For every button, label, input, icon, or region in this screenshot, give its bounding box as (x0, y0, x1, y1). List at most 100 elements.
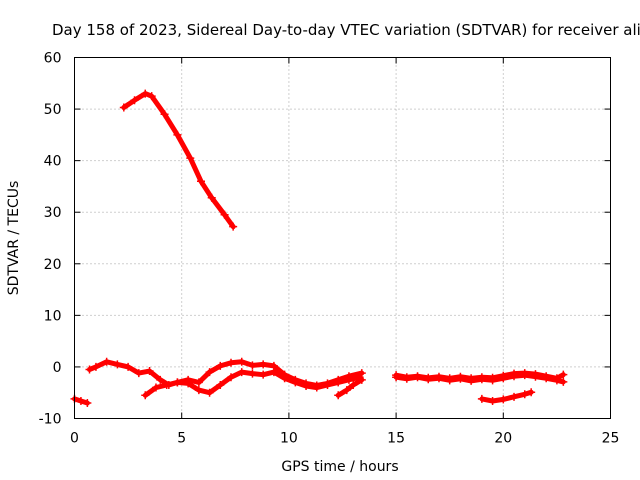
plot-frame (74, 57, 611, 419)
data-point (527, 388, 536, 397)
data-point (76, 396, 85, 405)
data-point (334, 378, 343, 387)
data-point (186, 154, 195, 163)
grid (74, 57, 611, 419)
data-point (141, 391, 150, 400)
x-axis-label: GPS time / hours (281, 459, 398, 475)
data-point (291, 378, 300, 387)
data-point (237, 368, 246, 377)
data-point (220, 210, 229, 219)
x-tick-label: 20 (494, 431, 512, 447)
data-point (559, 377, 568, 386)
data-point (216, 361, 225, 370)
data-point (229, 222, 238, 231)
data-point (259, 360, 268, 369)
x-tick-label: 15 (387, 431, 405, 447)
data-point (357, 375, 366, 384)
data-point (151, 383, 160, 392)
data-point (248, 361, 257, 370)
data-point (510, 392, 519, 401)
y-tick-label: 40 (44, 154, 62, 170)
data-point (531, 370, 540, 379)
data-point (402, 373, 411, 382)
data-point (124, 362, 133, 371)
data-point (194, 378, 203, 387)
data-point (205, 368, 214, 377)
data-point (477, 394, 486, 403)
data-point (145, 367, 154, 376)
data-point (113, 360, 122, 369)
data-point (205, 388, 214, 397)
x-tick-label: 25 (602, 431, 620, 447)
data-point (334, 391, 343, 400)
data-point (85, 365, 94, 374)
data-point (413, 372, 422, 381)
data-point (323, 380, 332, 389)
data-point (248, 369, 257, 378)
data-point (194, 386, 203, 395)
data-point (147, 92, 156, 101)
data-point (424, 373, 433, 382)
data-point (227, 373, 236, 382)
data-point (173, 378, 182, 387)
data-point (156, 375, 165, 384)
data-point (467, 374, 476, 383)
data-point (488, 396, 497, 405)
data-point (207, 193, 216, 202)
data-point (392, 371, 401, 380)
data-point (141, 89, 150, 98)
y-axis-label: SDTVAR / TECUs (6, 181, 22, 296)
data-point (552, 374, 561, 383)
data-point (499, 371, 508, 380)
data-point (510, 369, 519, 378)
data-point (357, 369, 366, 378)
y-tick-label: 50 (44, 102, 62, 118)
data-point (342, 386, 351, 395)
data-point (184, 379, 193, 388)
data-point (312, 383, 321, 392)
data-point (349, 380, 358, 389)
data-point (227, 358, 236, 367)
x-tick-labels: 0 5 10 15 20 25 (70, 431, 619, 447)
y-tick-label: 10 (44, 308, 62, 324)
data-point (160, 110, 169, 119)
data-point (520, 390, 529, 399)
tick-marks (74, 57, 611, 419)
y-tick-label: 60 (44, 51, 62, 67)
data-point (196, 177, 205, 186)
data-point (269, 368, 278, 377)
data-point (91, 362, 100, 371)
data-point (445, 374, 454, 383)
data-point (259, 370, 268, 379)
data-point (344, 375, 353, 384)
data-point (162, 380, 171, 389)
y-tick-label: 0 (53, 360, 62, 376)
data-point (216, 380, 225, 389)
x-tick-label: 0 (70, 431, 79, 447)
y-tick-label: 30 (44, 205, 62, 221)
data-point (477, 373, 486, 382)
data-point (559, 370, 568, 379)
series-s3 (335, 377, 365, 398)
data-point (499, 395, 508, 404)
data-point (302, 382, 311, 391)
data-series (70, 89, 568, 408)
data-point (173, 130, 182, 139)
data-point (520, 369, 529, 378)
data-point (542, 372, 551, 381)
data-point (456, 372, 465, 381)
y-tick-labels: -10 0 10 20 30 40 50 60 (39, 51, 62, 428)
data-point (488, 373, 497, 382)
y-tick-label: -10 (39, 412, 62, 428)
data-point (130, 96, 139, 105)
data-point (280, 374, 289, 383)
data-point (102, 357, 111, 366)
data-point (83, 399, 92, 408)
data-point (237, 357, 246, 366)
x-tick-label: 5 (177, 431, 186, 447)
data-point (434, 372, 443, 381)
y-tick-label: 20 (44, 257, 62, 273)
data-point (119, 103, 128, 112)
chart-title: Day 158 of 2023, Sidereal Day-to-day VTE… (52, 21, 640, 39)
